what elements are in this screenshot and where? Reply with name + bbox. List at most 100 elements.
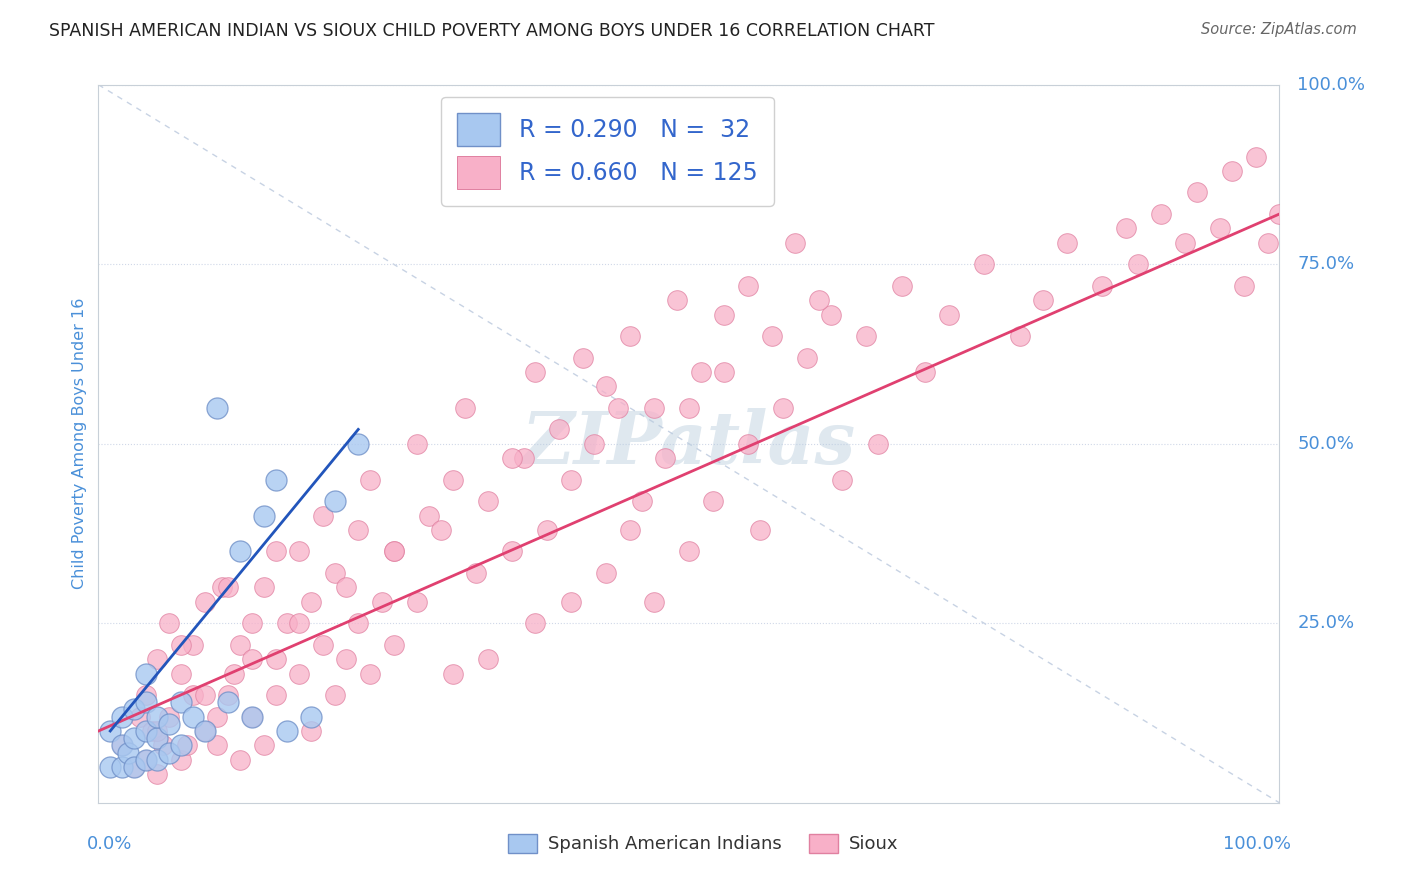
Legend: Spanish American Indians, Sioux: Spanish American Indians, Sioux bbox=[501, 827, 905, 861]
Point bbox=[359, 473, 381, 487]
Point bbox=[323, 566, 346, 580]
Point bbox=[264, 544, 287, 558]
Point bbox=[240, 709, 263, 723]
Text: Source: ZipAtlas.com: Source: ZipAtlas.com bbox=[1201, 22, 1357, 37]
Point bbox=[122, 702, 145, 716]
Point bbox=[335, 652, 357, 666]
Point bbox=[382, 544, 405, 558]
Point bbox=[1115, 221, 1137, 235]
Point bbox=[1174, 235, 1197, 250]
Point bbox=[323, 688, 346, 702]
Point bbox=[111, 739, 134, 753]
Point bbox=[170, 638, 193, 652]
Point bbox=[229, 753, 252, 767]
Point bbox=[785, 235, 807, 250]
Point bbox=[371, 595, 394, 609]
Point bbox=[253, 739, 276, 753]
Point bbox=[276, 616, 298, 631]
Point bbox=[737, 278, 759, 293]
Point bbox=[141, 724, 163, 739]
Point bbox=[217, 695, 239, 709]
Point bbox=[152, 739, 174, 753]
Point bbox=[111, 760, 134, 774]
Point bbox=[347, 436, 370, 450]
Point bbox=[1150, 207, 1173, 221]
Point bbox=[619, 523, 641, 537]
Point bbox=[229, 638, 252, 652]
Point bbox=[1126, 257, 1149, 271]
Point bbox=[117, 746, 139, 760]
Point bbox=[205, 401, 228, 415]
Point bbox=[382, 544, 405, 558]
Point bbox=[536, 523, 558, 537]
Text: 100.0%: 100.0% bbox=[1223, 835, 1291, 853]
Text: SPANISH AMERICAN INDIAN VS SIOUX CHILD POVERTY AMONG BOYS UNDER 16 CORRELATION C: SPANISH AMERICAN INDIAN VS SIOUX CHILD P… bbox=[49, 22, 935, 40]
Point bbox=[240, 616, 263, 631]
Point bbox=[170, 666, 193, 681]
Point bbox=[748, 523, 770, 537]
Point bbox=[807, 293, 830, 307]
Point bbox=[643, 595, 665, 609]
Point bbox=[1209, 221, 1232, 235]
Point bbox=[176, 739, 198, 753]
Point bbox=[157, 716, 180, 731]
Point bbox=[418, 508, 440, 523]
Point bbox=[194, 724, 217, 739]
Point bbox=[323, 494, 346, 508]
Point bbox=[240, 652, 263, 666]
Point bbox=[135, 695, 157, 709]
Point bbox=[157, 709, 180, 723]
Point bbox=[820, 308, 842, 322]
Point bbox=[737, 436, 759, 450]
Point bbox=[128, 709, 150, 723]
Text: 25.0%: 25.0% bbox=[1298, 615, 1354, 632]
Point bbox=[1233, 278, 1256, 293]
Point bbox=[135, 724, 157, 739]
Point bbox=[512, 451, 534, 466]
Text: 50.0%: 50.0% bbox=[1298, 434, 1354, 453]
Point bbox=[224, 666, 246, 681]
Point bbox=[205, 739, 228, 753]
Point bbox=[441, 473, 464, 487]
Text: 0.0%: 0.0% bbox=[87, 835, 132, 853]
Point bbox=[1220, 164, 1243, 178]
Point bbox=[702, 494, 724, 508]
Point bbox=[689, 365, 711, 379]
Point bbox=[973, 257, 995, 271]
Point bbox=[240, 709, 263, 723]
Point bbox=[111, 709, 134, 723]
Point bbox=[253, 581, 276, 595]
Point bbox=[276, 724, 298, 739]
Point bbox=[713, 365, 735, 379]
Y-axis label: Child Poverty Among Boys Under 16: Child Poverty Among Boys Under 16 bbox=[72, 298, 87, 590]
Text: 75.0%: 75.0% bbox=[1298, 255, 1354, 273]
Point bbox=[217, 688, 239, 702]
Point bbox=[1244, 150, 1267, 164]
Point bbox=[157, 616, 180, 631]
Point bbox=[914, 365, 936, 379]
Point bbox=[501, 544, 523, 558]
Point bbox=[264, 688, 287, 702]
Point bbox=[299, 724, 322, 739]
Point bbox=[122, 731, 145, 746]
Point bbox=[359, 666, 381, 681]
Point bbox=[194, 688, 217, 702]
Point bbox=[288, 666, 311, 681]
Point bbox=[607, 401, 630, 415]
Point bbox=[938, 308, 960, 322]
Point bbox=[548, 422, 571, 436]
Point bbox=[111, 739, 134, 753]
Point bbox=[796, 351, 818, 365]
Point bbox=[761, 329, 783, 343]
Point bbox=[666, 293, 689, 307]
Point bbox=[630, 494, 652, 508]
Point bbox=[855, 329, 877, 343]
Point bbox=[571, 351, 593, 365]
Point bbox=[288, 616, 311, 631]
Point bbox=[181, 709, 204, 723]
Point bbox=[217, 581, 239, 595]
Point bbox=[560, 595, 582, 609]
Point bbox=[205, 709, 228, 723]
Point bbox=[288, 544, 311, 558]
Point bbox=[1268, 207, 1291, 221]
